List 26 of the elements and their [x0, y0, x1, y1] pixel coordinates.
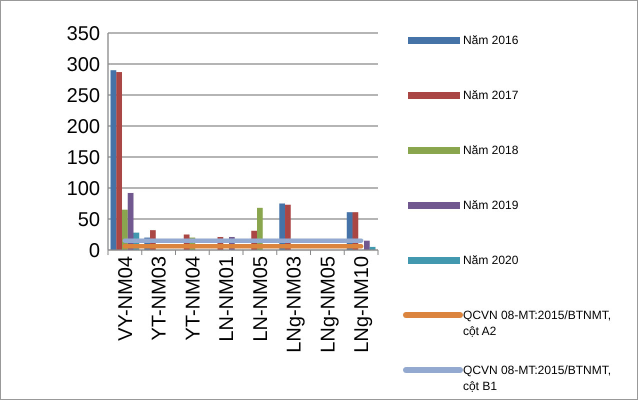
y-tick-label: 0: [88, 240, 100, 262]
x-tick-label: LNg-NM05: [317, 256, 340, 353]
y-tick-label: 200: [66, 116, 100, 138]
y-tick-label: 100: [66, 178, 100, 200]
y-tick-label: 350: [66, 23, 100, 45]
x-tick-label: VY-NM04: [114, 256, 137, 341]
legend-label: QCVN 08-MT:2015/BTNMT, cột B1: [463, 363, 612, 394]
legend-label: Năm 2019: [463, 198, 519, 212]
x-tick-label: LN-NM01: [216, 256, 238, 342]
legend-label: Năm 2017: [463, 88, 519, 102]
y-tick-label: 300: [66, 54, 100, 76]
legend-label: Năm 2018: [463, 143, 519, 158]
x-tick-label: YT-NM04: [182, 256, 204, 340]
x-tick-label: LNg-NM03: [284, 256, 306, 353]
y-tick-label: 50: [78, 209, 100, 231]
x-tick-label: LNg-NM10: [351, 256, 374, 353]
bar: [110, 70, 116, 250]
bar: [116, 72, 122, 250]
bar: [364, 240, 370, 250]
legend-label: Năm 2020: [463, 253, 519, 268]
y-tick-label: 150: [66, 147, 100, 169]
x-tick-label: LN-NM05: [250, 256, 272, 342]
x-tick-label: YT-NM03: [148, 256, 171, 340]
legend-label: QCVN 08-MT:2015/BTNMT, cột A2: [463, 308, 612, 338]
y-tick-label: 250: [66, 85, 100, 107]
legend-label: Năm 2016: [463, 33, 519, 48]
